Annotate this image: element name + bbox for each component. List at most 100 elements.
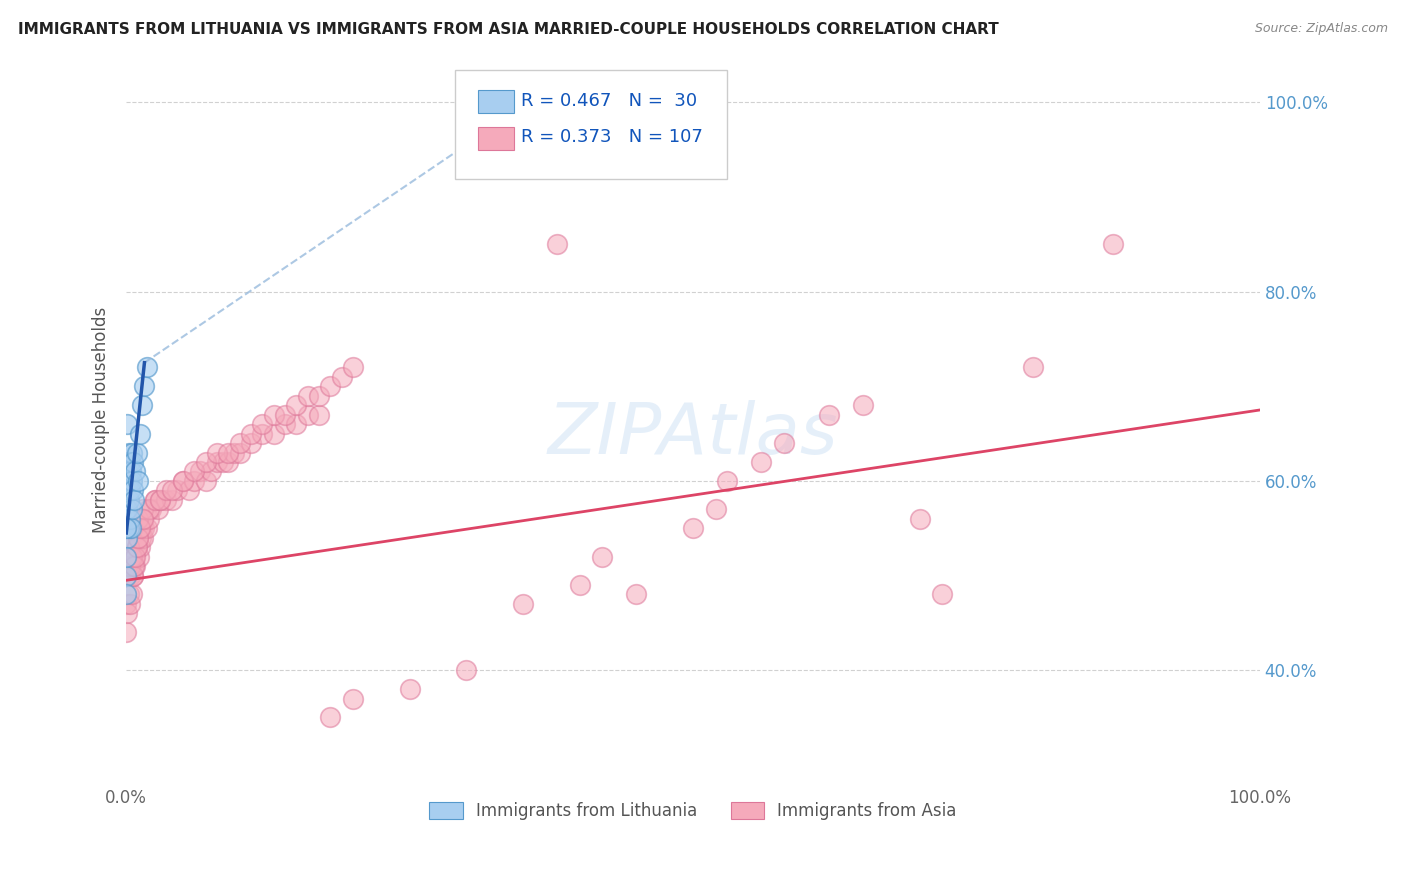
Point	[121, 549, 143, 564]
Point	[117, 417, 139, 432]
Point	[132, 531, 155, 545]
Point	[124, 549, 146, 564]
Point	[117, 455, 139, 469]
Point	[117, 540, 139, 554]
Point	[183, 465, 205, 479]
Point	[129, 531, 152, 545]
Point	[818, 408, 841, 422]
Point	[342, 360, 364, 375]
Point	[117, 607, 139, 621]
Point	[228, 436, 250, 450]
Point	[125, 445, 148, 459]
Point	[117, 559, 139, 574]
Point	[118, 568, 141, 582]
Point	[118, 597, 141, 611]
Point	[117, 531, 139, 545]
Point	[297, 389, 319, 403]
Point	[194, 455, 217, 469]
Point	[132, 512, 155, 526]
Point	[772, 436, 794, 450]
Point	[125, 540, 148, 554]
Point	[308, 389, 330, 403]
Point	[128, 549, 150, 564]
Point	[319, 710, 342, 724]
Point	[143, 492, 166, 507]
Point	[134, 379, 156, 393]
Point	[138, 502, 160, 516]
Point	[143, 492, 166, 507]
Point	[120, 549, 142, 564]
Point	[117, 502, 139, 516]
Point	[115, 568, 138, 582]
Point	[211, 455, 233, 469]
Point	[682, 521, 704, 535]
Point	[138, 512, 160, 526]
Point	[121, 445, 143, 459]
FancyBboxPatch shape	[456, 70, 727, 179]
Point	[342, 691, 364, 706]
Point	[115, 540, 138, 554]
Legend: Immigrants from Lithuania, Immigrants from Asia: Immigrants from Lithuania, Immigrants fr…	[423, 795, 963, 826]
Point	[274, 408, 297, 422]
Point	[122, 559, 145, 574]
Point	[274, 417, 297, 432]
Point	[131, 398, 153, 412]
Point	[591, 549, 613, 564]
Point	[135, 360, 157, 375]
Point	[200, 465, 222, 479]
Point	[194, 474, 217, 488]
Point	[155, 483, 177, 498]
Point	[183, 474, 205, 488]
Text: R = 0.467   N =  30: R = 0.467 N = 30	[520, 92, 697, 110]
Point	[188, 465, 211, 479]
Point	[122, 568, 145, 582]
Point	[129, 521, 152, 535]
Point	[319, 379, 342, 393]
Point	[117, 587, 139, 601]
Point	[456, 663, 478, 677]
Point	[135, 521, 157, 535]
Point	[122, 549, 145, 564]
Point	[127, 474, 149, 488]
Point	[117, 492, 139, 507]
Point	[166, 483, 188, 498]
Point	[205, 455, 228, 469]
Point	[127, 531, 149, 545]
Point	[121, 502, 143, 516]
Point	[217, 455, 239, 469]
Point	[117, 549, 139, 564]
Point	[115, 549, 138, 564]
Point	[398, 682, 420, 697]
Point	[115, 521, 138, 535]
Point	[117, 474, 139, 488]
Point	[330, 369, 353, 384]
Point	[120, 521, 142, 535]
Point	[252, 417, 274, 432]
Point	[160, 483, 183, 498]
Point	[129, 540, 152, 554]
Point	[120, 465, 142, 479]
Point	[115, 597, 138, 611]
Point	[177, 483, 200, 498]
Point	[308, 408, 330, 422]
Point	[228, 445, 250, 459]
Point	[626, 587, 648, 601]
Point	[121, 521, 143, 535]
Point	[297, 408, 319, 422]
Point	[118, 559, 141, 574]
Point	[118, 483, 141, 498]
Y-axis label: Married-couple Households: Married-couple Households	[93, 306, 110, 533]
Point	[546, 237, 568, 252]
Point	[117, 445, 139, 459]
Text: Source: ZipAtlas.com: Source: ZipAtlas.com	[1254, 22, 1388, 36]
Point	[149, 492, 172, 507]
Point	[285, 398, 308, 412]
Point	[172, 474, 194, 488]
Point	[122, 483, 145, 498]
Point	[141, 502, 163, 516]
Text: R = 0.373   N = 107: R = 0.373 N = 107	[520, 128, 703, 146]
Point	[115, 625, 138, 640]
Point	[134, 521, 156, 535]
Point	[512, 597, 534, 611]
Point	[121, 559, 143, 574]
